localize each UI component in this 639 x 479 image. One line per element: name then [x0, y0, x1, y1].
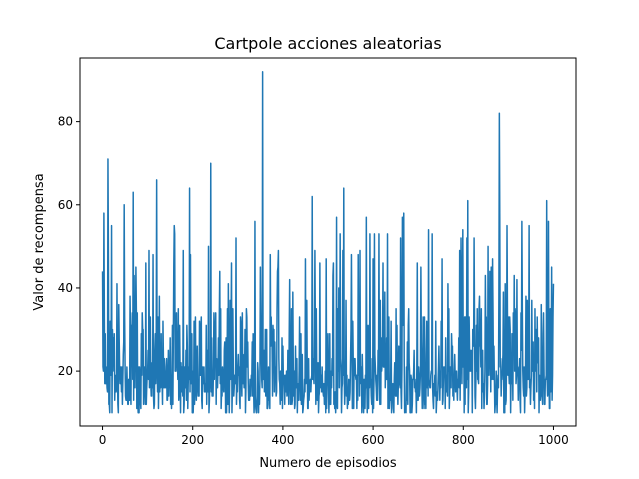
x-axis-ticks: 0 200 400 600 800 1000	[99, 426, 569, 447]
plot-area: 0 200 400 600 800 1000 20 40 60 80	[58, 57, 577, 447]
y-tick-label: 20	[58, 364, 73, 378]
y-tick-label: 60	[58, 198, 73, 212]
x-tick-label: 200	[181, 433, 204, 447]
y-tick-label: 80	[58, 115, 73, 129]
series-layer	[101, 70, 555, 414]
chart-title: Cartpole acciones aleatorias	[214, 34, 441, 53]
x-tick-label: 400	[271, 433, 294, 447]
series-line	[101, 70, 555, 414]
x-tick-label: 1000	[538, 433, 569, 447]
y-axis-ticks: 20 40 60 80	[58, 115, 80, 378]
x-tick-label: 600	[362, 433, 385, 447]
x-tick-label: 800	[452, 433, 475, 447]
y-tick-label: 40	[58, 281, 73, 295]
x-tick-label: 0	[99, 433, 107, 447]
y-axis-label: Valor de recompensa	[32, 173, 47, 310]
x-axis-label: Numero de episodios	[259, 456, 397, 471]
axes-frame	[79, 57, 577, 427]
